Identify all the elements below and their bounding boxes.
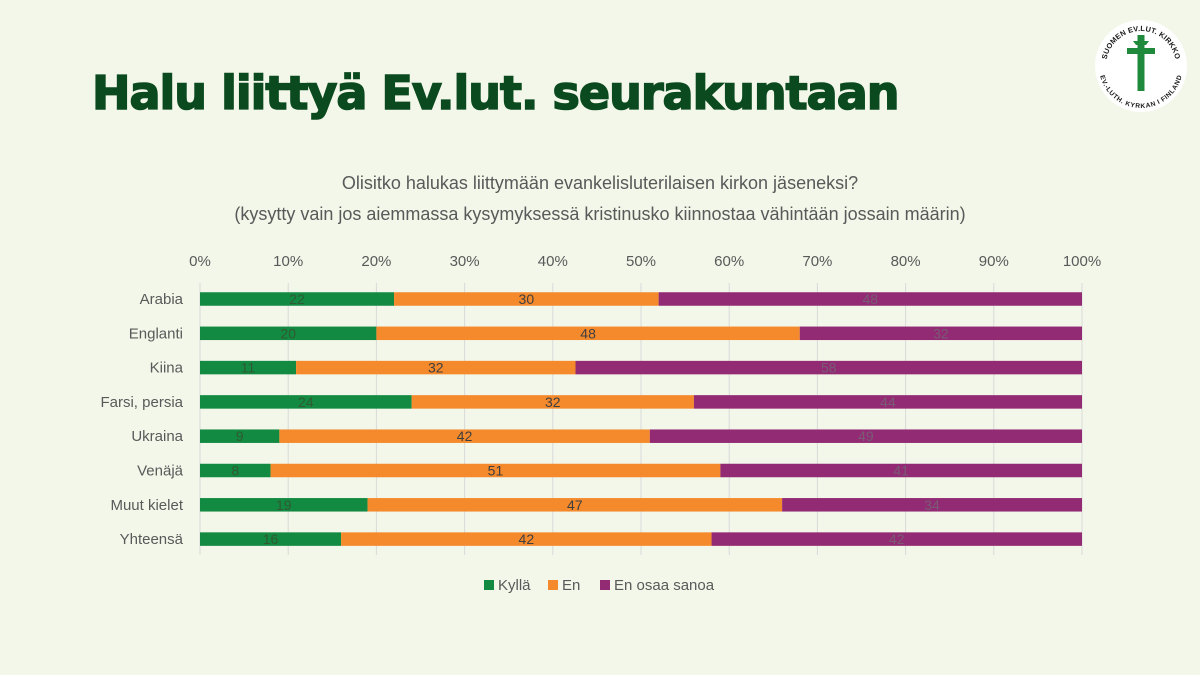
bar-en: [376, 326, 800, 341]
chart-title: Olisitko halukas liittymään evankelislut…: [341, 173, 859, 193]
bar-en: [394, 292, 659, 306]
category-label: Kiina: [150, 360, 184, 377]
data-label: 30: [519, 291, 535, 307]
category-label: Yhteensä: [120, 531, 184, 548]
tick-label: 90%: [979, 253, 1009, 270]
tick-label: 70%: [802, 253, 832, 270]
data-label: 49: [858, 428, 874, 444]
tick-label: 10%: [273, 253, 303, 270]
bar-kyllä: [200, 463, 271, 478]
chart-subtitle: (kysytty vain jos aiemmassa kysymyksessä…: [234, 204, 966, 224]
data-label: 42: [457, 428, 473, 444]
page-title: Halu liittyä Ev.lut. seurakuntaan: [91, 65, 900, 121]
bar-en: [411, 395, 694, 409]
bar-kyllä: [200, 532, 342, 546]
bar-kyllä: [200, 292, 395, 306]
bar-en-osaa-sanoa: [711, 532, 1082, 546]
bar-en: [296, 360, 576, 375]
data-label: 48: [580, 325, 596, 341]
gridlines: [199, 283, 1083, 555]
bar-en-osaa-sanoa: [782, 498, 1082, 512]
bar-segments: [200, 292, 1082, 546]
tick-label: 0%: [189, 253, 211, 270]
bar-en-osaa-sanoa: [649, 429, 1082, 443]
data-label: 16: [263, 531, 279, 547]
data-label: 20: [280, 325, 296, 341]
bar-en-osaa-sanoa: [575, 360, 1082, 375]
tick-label: 80%: [891, 253, 921, 270]
category-label: Englanti: [129, 325, 183, 342]
church-logo: SUOMEN EV.LUT. KIRKKO EV.-LUTH. KYRKAN I…: [1095, 20, 1187, 112]
data-label: 8: [231, 463, 239, 479]
data-label: 51: [488, 463, 504, 479]
data-label: 41: [893, 463, 909, 479]
category-label: Ukraina: [131, 428, 183, 445]
bar-en: [279, 429, 650, 443]
bar-kyllä: [200, 498, 368, 512]
bar-en-osaa-sanoa: [799, 326, 1082, 341]
tick-label: 40%: [538, 253, 568, 270]
data-label: 32: [545, 394, 561, 410]
data-label: 34: [924, 497, 940, 513]
category-label: Venäjä: [137, 463, 184, 480]
bar-kyllä: [200, 395, 412, 409]
bar-en-osaa-sanoa: [720, 463, 1082, 478]
data-label: 48: [863, 291, 879, 307]
tick-label: 30%: [450, 253, 480, 270]
data-label: 9: [236, 428, 244, 444]
data-label: 47: [567, 497, 583, 513]
legend: Kyllä En En osaa sanoa: [484, 577, 715, 594]
category-label: Farsi, persia: [100, 394, 183, 411]
category-label: Arabia: [140, 291, 184, 308]
data-label: 19: [276, 497, 292, 513]
data-label: 32: [933, 325, 949, 341]
data-label: 11: [241, 360, 256, 376]
bar-kyllä: [200, 326, 377, 341]
data-label: 58: [821, 360, 837, 376]
bar-en: [367, 498, 783, 512]
bar-en-osaa-sanoa: [658, 292, 1082, 306]
bar-kyllä: [200, 360, 297, 375]
legend-swatch: [548, 580, 558, 590]
data-label: 32: [428, 360, 444, 376]
legend-swatch: [600, 580, 610, 590]
data-label: 24: [298, 394, 314, 410]
legend-label: En osaa sanoa: [614, 577, 715, 594]
data-label: 42: [519, 531, 535, 547]
data-label: 42: [889, 531, 905, 547]
bar-en: [341, 532, 712, 546]
tick-label: 60%: [714, 253, 744, 270]
data-label: 22: [289, 291, 305, 307]
category-labels: Arabia Englanti Kiina Farsi, persia Ukraina V…: [100, 291, 183, 548]
bar-en: [270, 463, 721, 478]
legend-label: Kyllä: [498, 577, 531, 594]
bar-en-osaa-sanoa: [693, 395, 1082, 409]
cross-icon: [1127, 35, 1155, 91]
data-label: 44: [880, 394, 896, 410]
tick-label: 100%: [1063, 253, 1101, 270]
category-label: Muut kielet: [110, 497, 183, 514]
tick-label: 20%: [361, 253, 391, 270]
data-labels: 22 30 48 20 48 32 11 32 58 24 32 44 9 42 49 8 51 41 19 47 34…: [231, 291, 948, 547]
x-axis-tick-labels: 0% 10% 20% 30% 40% 50% 60% 70% 80% 90% 100%: [189, 253, 1101, 270]
legend-label: En: [562, 577, 580, 594]
bar-kyllä: [200, 429, 280, 443]
legend-swatch: [484, 580, 494, 590]
tick-label: 50%: [626, 253, 656, 270]
